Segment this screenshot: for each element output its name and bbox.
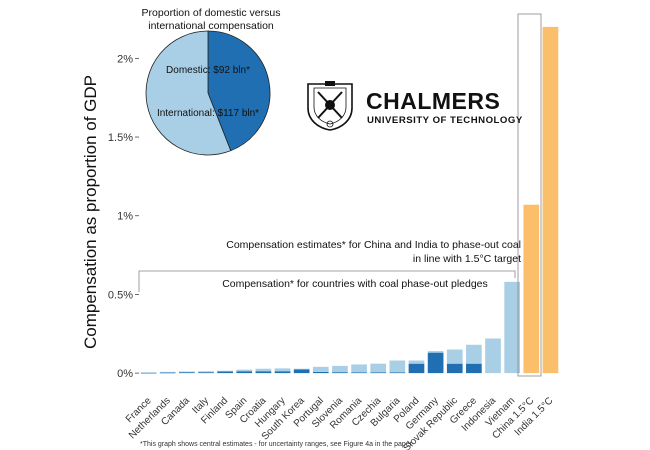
y-tick-label-0: 0% (117, 368, 133, 380)
bar-international-6 (255, 368, 272, 372)
pie-inset (145, 30, 271, 156)
bar-international-1 (159, 371, 176, 373)
bar-international-9 (312, 366, 329, 372)
chalmers-logo: CHALMERS UNIVERSITY OF TECHNOLOGY (300, 78, 523, 130)
bar-international-16 (446, 349, 463, 364)
bar-international-10 (332, 365, 348, 373)
bar-international-11 (351, 364, 367, 373)
bars (140, 26, 559, 374)
bar-domestic-17 (466, 363, 482, 374)
pledges-bracket (138, 270, 516, 292)
bar-domestic-9 (312, 371, 329, 374)
bar-international-19 (504, 281, 521, 374)
bar-domestic-8 (293, 369, 310, 374)
bar-international-18 (485, 338, 501, 374)
logo-subtitle: UNIVERSITY OF TECHNOLOGY (367, 115, 523, 126)
china-india-annotation-line2: in line with 1.5°C target (413, 253, 521, 265)
bar-international-4 (217, 370, 233, 372)
bar-international-0 (140, 372, 157, 373)
bar-international-12 (370, 363, 387, 373)
bar-domestic-10 (332, 372, 348, 374)
pledges-annotation: Compensation* for countries with coal ph… (222, 278, 488, 290)
bar-domestic-7 (274, 371, 291, 374)
bar-international-14 (408, 360, 425, 364)
y-tick-label-2: 1% (117, 211, 133, 223)
chalmers-crest-icon (307, 81, 353, 131)
y-axis: 0% 0.5% 1% 1.5% 2% (108, 53, 139, 380)
bar-domestic-12 (370, 372, 387, 374)
bar-international-13 (389, 360, 406, 373)
bar-international-8 (293, 368, 310, 370)
bar-domestic-0 (140, 372, 157, 374)
y-tick-label-1: 0.5% (108, 289, 133, 301)
pie-label-domestic: Domestic: $92 bln* (166, 65, 250, 76)
bar-domestic-11 (351, 372, 367, 374)
bar-domestic-2 (178, 371, 195, 374)
bar-domestic-3 (198, 372, 214, 374)
bar-china-india-20 (523, 204, 540, 374)
china-india-bracket (517, 13, 542, 377)
pie-slice-1 (145, 30, 232, 156)
bar-domestic-15 (427, 352, 444, 374)
logo-name: CHALMERS (366, 88, 501, 114)
bar-domestic-6 (255, 371, 272, 374)
pie-slice-0 (207, 30, 271, 152)
pie-title-line2: international compensation (148, 20, 274, 32)
bar-international-15 (427, 351, 444, 353)
bar-domestic-5 (236, 371, 253, 374)
bar-international-17 (466, 344, 482, 364)
bar-domestic-16 (446, 363, 463, 374)
y-tick-label-3: 1.5% (108, 132, 133, 144)
bar-international-5 (236, 369, 253, 372)
china-india-annotation-line1: Compensation estimates* for China and In… (226, 239, 521, 251)
pie-label-international: International: $117 bln* (157, 108, 259, 119)
bar-international-3 (198, 371, 214, 373)
pie-title-line1: Proportion of domestic versus (142, 7, 281, 19)
bar-international-2 (178, 371, 195, 373)
bar-domestic-4 (217, 371, 233, 374)
y-axis-label: Compensation as proportion of GDP (81, 75, 100, 349)
bar-domestic-1 (159, 372, 176, 374)
y-tick-label-4: 2% (117, 53, 133, 65)
bar-china-india-21 (542, 26, 559, 374)
footnote: *This graph shows central estimates - fo… (140, 441, 412, 448)
bar-domestic-14 (408, 363, 425, 374)
bar-international-7 (274, 368, 291, 372)
bar-domestic-13 (389, 372, 406, 374)
